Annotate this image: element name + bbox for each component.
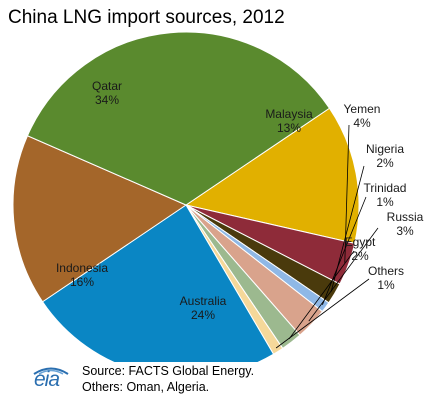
pie-chart: Malaysia13%Yemen4%Nigeria2%Trinidad1%Rus…	[12, 31, 424, 362]
slice-australia	[41, 204, 275, 362]
leader-trinidad	[322, 196, 367, 305]
leader-egypt	[288, 250, 355, 340]
label-russia: Russia	[387, 210, 424, 224]
label-malaysia: Malaysia	[265, 107, 313, 121]
pct-indonesia: 16%	[70, 275, 94, 289]
leader-others	[275, 278, 370, 349]
pie-slices	[12, 31, 360, 362]
source-note: Source: FACTS Global Energy. Others: Oma…	[82, 363, 254, 395]
chart-title: China LNG import sources, 2012	[8, 7, 285, 28]
label-qatar: Qatar	[92, 79, 122, 93]
pct-russia: 3%	[396, 224, 414, 238]
pct-egypt: 2%	[351, 249, 369, 263]
logo-arc-icon	[33, 367, 69, 375]
label-others: Others	[368, 264, 404, 278]
label-trinidad: Trinidad	[364, 181, 407, 195]
footer: eia Source: FACTS Global Energy. Others:…	[30, 363, 430, 399]
pct-qatar: 34%	[95, 93, 119, 107]
pct-malaysia: 13%	[277, 121, 301, 135]
pct-nigeria: 2%	[376, 156, 394, 170]
pct-australia: 24%	[191, 308, 215, 322]
leader-russia	[308, 227, 379, 322]
slice-qatar	[26, 31, 331, 206]
others-line: Others: Oman, Algeria.	[82, 380, 210, 394]
label-australia: Australia	[180, 294, 227, 308]
pct-others: 1%	[377, 278, 395, 292]
label-egypt: Egypt	[345, 235, 376, 249]
slice-labels: Malaysia13%Yemen4%Nigeria2%Trinidad1%Rus…	[56, 79, 424, 322]
eia-logo: eia	[30, 365, 74, 395]
leader-yemen	[344, 124, 350, 263]
source-line: Source: FACTS Global Energy.	[82, 364, 255, 378]
label-nigeria: Nigeria	[366, 142, 404, 156]
label-yemen: Yemen	[344, 102, 381, 116]
pct-yemen: 4%	[353, 116, 371, 130]
slice-malaysia	[184, 107, 360, 244]
pct-trinidad: 1%	[376, 195, 394, 209]
slice-indonesia	[12, 135, 188, 303]
leader-lines	[275, 124, 379, 349]
label-indonesia: Indonesia	[56, 261, 108, 275]
eia-logo-text: eia	[34, 368, 60, 391]
